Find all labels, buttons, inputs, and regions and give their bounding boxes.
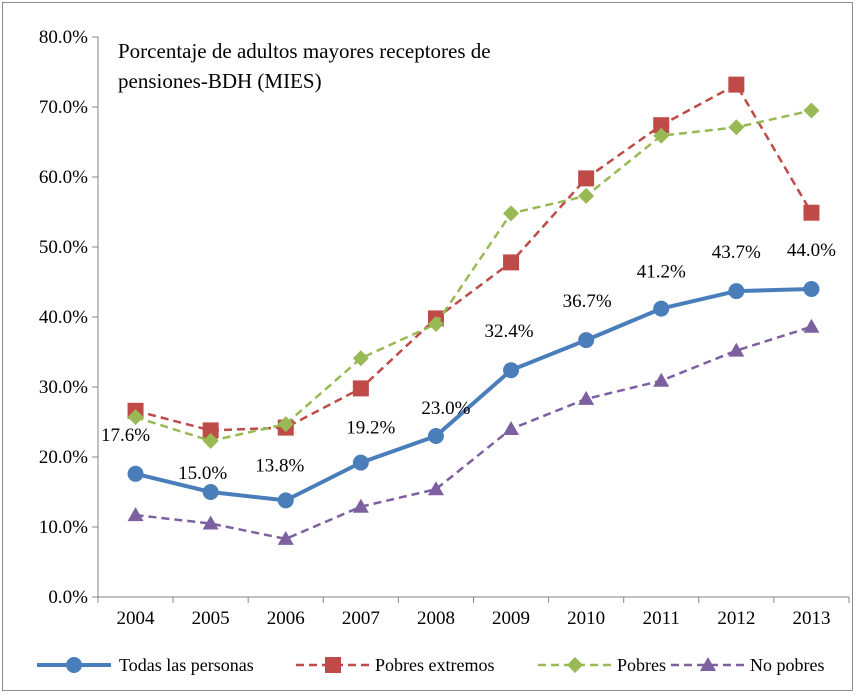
data-point <box>578 170 595 187</box>
y-tick-label: 10.0% <box>39 517 88 538</box>
data-point <box>202 515 219 530</box>
data-point <box>127 409 144 426</box>
y-tick-label: 60.0% <box>39 167 88 188</box>
x-tick-label: 2006 <box>267 608 305 629</box>
data-point <box>202 432 219 449</box>
data-point <box>728 283 745 300</box>
x-tick-label: 2011 <box>643 608 680 629</box>
legend-marker <box>567 657 583 673</box>
y-tick-label: 20.0% <box>39 447 88 468</box>
data-point <box>427 481 444 496</box>
chart-title-line: pensiones-BDH (MIES) <box>118 69 322 93</box>
data-point <box>653 300 670 317</box>
data-point <box>728 76 745 93</box>
legend-marker <box>325 657 341 673</box>
x-tick-label: 2005 <box>192 608 230 629</box>
data-point <box>277 416 294 433</box>
legend-marker <box>700 657 716 671</box>
x-tick-label: 2012 <box>717 608 755 629</box>
data-label: 13.8% <box>255 455 304 476</box>
data-point <box>578 332 595 349</box>
data-label: 41.2% <box>637 262 686 283</box>
data-point <box>803 102 820 119</box>
data-point <box>202 422 219 439</box>
data-label: 32.4% <box>485 321 534 342</box>
data-label: 23.0% <box>421 398 470 419</box>
series-line <box>135 83 813 432</box>
data-point <box>653 372 670 387</box>
data-point <box>503 362 520 379</box>
data-label: 44.0% <box>787 240 836 261</box>
data-point <box>578 390 595 405</box>
series-line <box>135 325 812 541</box>
data-point <box>127 507 144 522</box>
data-point <box>352 350 369 367</box>
x-tick-label: 2008 <box>417 608 455 629</box>
data-point <box>427 316 444 332</box>
y-tick-label: 80.0% <box>39 27 88 48</box>
legend-label: Pobres extremos <box>375 655 494 675</box>
y-tick-label: 40.0% <box>39 307 88 328</box>
data-label: 17.6% <box>101 425 150 446</box>
y-tick-label: 0.0% <box>48 587 88 608</box>
data-point <box>803 281 820 297</box>
data-point <box>503 254 520 271</box>
data-label: 43.7% <box>712 242 761 263</box>
data-point <box>728 342 745 357</box>
data-point <box>803 204 820 221</box>
data-point <box>728 119 745 136</box>
legend-label: Pobres <box>617 655 666 675</box>
x-tick-label: 2007 <box>342 608 380 629</box>
y-tick-label: 50.0% <box>39 237 88 258</box>
chart-title-line: Porcentaje de adultos mayores receptores… <box>118 39 491 63</box>
data-point <box>503 421 520 435</box>
data-point <box>277 492 294 509</box>
data-point <box>352 380 369 397</box>
data-point <box>653 117 670 134</box>
series-line <box>135 287 812 503</box>
legend-label: No pobres <box>750 655 825 675</box>
line-chart: 0.0% 10.0% 20.0% 30.0% 40.0% 50.0% 60.0% 70.0% 8… <box>37 27 850 675</box>
legend-label: Todas las personas <box>119 655 254 675</box>
x-tick-label: 2009 <box>492 608 530 629</box>
data-point <box>277 530 294 545</box>
data-point <box>127 465 144 482</box>
data-point <box>352 454 369 471</box>
data-point <box>352 498 369 513</box>
y-tick-label: 30.0% <box>39 377 88 398</box>
x-tick-label: 2013 <box>792 608 830 629</box>
data-point <box>653 127 670 144</box>
data-label: 19.2% <box>346 418 395 439</box>
data-point <box>578 187 595 204</box>
legend-marker <box>66 657 82 673</box>
data-label: 15.0% <box>178 463 227 484</box>
series-line <box>135 109 812 443</box>
x-tick-label: 2004 <box>117 608 156 629</box>
x-tick-label: 2010 <box>567 608 605 629</box>
data-point <box>427 428 444 444</box>
y-tick-label: 70.0% <box>39 97 88 118</box>
data-label: 36.7% <box>563 291 612 312</box>
data-point <box>803 318 820 333</box>
data-point <box>202 484 219 500</box>
data-point <box>503 205 520 222</box>
